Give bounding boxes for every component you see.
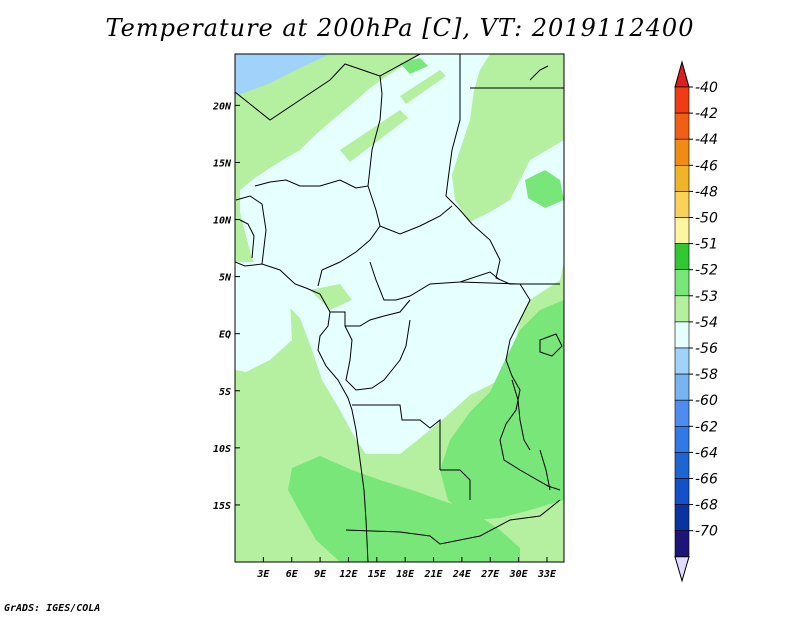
- colorbar-triangle-bottom: [674, 556, 690, 583]
- y-tick-label: 10S: [213, 444, 231, 455]
- lake-malawi: [539, 449, 551, 491]
- y-tick-label: 15N: [213, 158, 232, 169]
- x-tick-label: 21E: [424, 569, 444, 580]
- colorbar-swatch: [674, 321, 690, 349]
- colorbar-swatch: [674, 425, 690, 453]
- lake-tanganyika: [511, 379, 531, 451]
- colorbar: -40 -42 -44 -46 -48 -50 -51 -52 -53 -54 -56 -58 -60 -…: [674, 60, 718, 583]
- field-minus54: [240, 54, 564, 454]
- colorbar-label: -50: [695, 211, 718, 227]
- y-tick-label: 5S: [219, 387, 231, 398]
- x-tick-label: 30E: [509, 569, 529, 580]
- country-borders: [235, 54, 564, 562]
- x-tick-label: 12E: [339, 569, 358, 580]
- border: [459, 281, 561, 491]
- colorbar-label: -66: [695, 472, 718, 488]
- colorbar-label: -54: [695, 315, 718, 331]
- colorbar-swatch: [674, 347, 690, 375]
- border: [379, 205, 453, 235]
- coastline: [235, 261, 369, 562]
- colorbar-swatch: [674, 295, 690, 323]
- y-tick-label: 5N: [219, 273, 232, 284]
- colorbar-triangle-top: [674, 60, 690, 88]
- colorbar-swatch: [674, 86, 690, 114]
- field-minus53-streak: [400, 70, 446, 104]
- x-tick-label: 6E: [286, 569, 299, 580]
- colorbar-swatch: [674, 269, 690, 297]
- border: [379, 54, 421, 77]
- colorbar-swatch: [674, 191, 690, 218]
- lake-victoria: [539, 333, 563, 357]
- border: [235, 195, 267, 265]
- border: [330, 299, 411, 327]
- y-axis: 20N 15N 10N 5N EQ 5S 10S 15S: [212, 101, 240, 512]
- y-tick-label: 10N: [213, 216, 232, 227]
- colorbar-swatch: [674, 373, 690, 401]
- x-axis: 3E 6E 9E 12E 15E 18E 21E 24E 27E 30E 33E: [256, 557, 557, 580]
- colorbar-label: -52: [695, 263, 718, 279]
- colorbar-label: -62: [695, 419, 718, 435]
- field-minus52-patch: [525, 170, 564, 208]
- colorbar-label: -68: [695, 498, 718, 514]
- field-minus53-streak: [280, 80, 345, 122]
- colorbar-label: -56: [695, 341, 718, 357]
- y-tick-label: 20N: [212, 101, 232, 112]
- colorbar-label: -53: [695, 289, 718, 305]
- border: [352, 404, 441, 470]
- colorbar-label: -58: [695, 367, 718, 383]
- colorbar-label: -44: [695, 132, 718, 148]
- colorbar-swatch: [674, 165, 690, 192]
- field-minus52-east: [440, 300, 564, 520]
- colorbar-swatch: [674, 530, 690, 558]
- border: [344, 319, 411, 391]
- x-tick-label: 27E: [480, 569, 500, 580]
- border: [345, 499, 561, 545]
- credit-text: GrADS: IGES/COLA: [4, 603, 101, 614]
- colorbar-label: -42: [695, 106, 718, 122]
- colorbar-swatch: [674, 399, 690, 427]
- colorbar-label: -64: [695, 445, 718, 461]
- border: [235, 63, 383, 189]
- border: [239, 219, 255, 259]
- x-tick-label: 15E: [368, 569, 387, 580]
- y-tick-label: 15S: [213, 501, 231, 512]
- x-tick-label: 18E: [396, 569, 415, 580]
- colorbar-swatch: [674, 138, 690, 166]
- colorbar-swatch: [674, 243, 690, 271]
- colorbar-swatch: [674, 112, 690, 140]
- colorbar-swatch: [674, 504, 690, 532]
- colorbar-swatch: [674, 452, 690, 479]
- x-tick-label: 24E: [452, 569, 472, 580]
- colorbar-label: -60: [695, 393, 718, 409]
- colorbar-label: -46: [695, 158, 718, 174]
- colorbar-label: -51: [695, 237, 718, 253]
- x-tick-label: 9E: [314, 569, 327, 580]
- field-minus52-south: [288, 456, 520, 562]
- chart-title: Temperature at 200hPa [C], VT: 201911240…: [105, 14, 695, 42]
- colorbar-label: -48: [695, 184, 718, 200]
- border: [369, 261, 501, 301]
- colorbar-label: -70: [695, 524, 718, 540]
- field-ocean: [235, 54, 330, 96]
- red-sea-coast: [529, 65, 549, 81]
- field-minus52-patch: [372, 528, 410, 550]
- field-minus53-streak: [340, 110, 408, 162]
- border: [317, 185, 381, 287]
- field-minus52-patch: [400, 58, 428, 74]
- field-minus54-west: [235, 262, 292, 372]
- colorbar-swatch: [674, 478, 690, 505]
- border: [440, 469, 471, 500]
- colorbar-label: -40: [695, 80, 718, 96]
- map-plot-area: [235, 54, 564, 562]
- y-tick-label: EQ: [219, 330, 231, 341]
- colorbar-swatch: [674, 217, 690, 244]
- field-minus53-streak: [310, 284, 352, 310]
- x-tick-label: 33E: [537, 569, 557, 580]
- x-tick-label: 3E: [256, 569, 270, 580]
- map-frame: [234, 53, 565, 563]
